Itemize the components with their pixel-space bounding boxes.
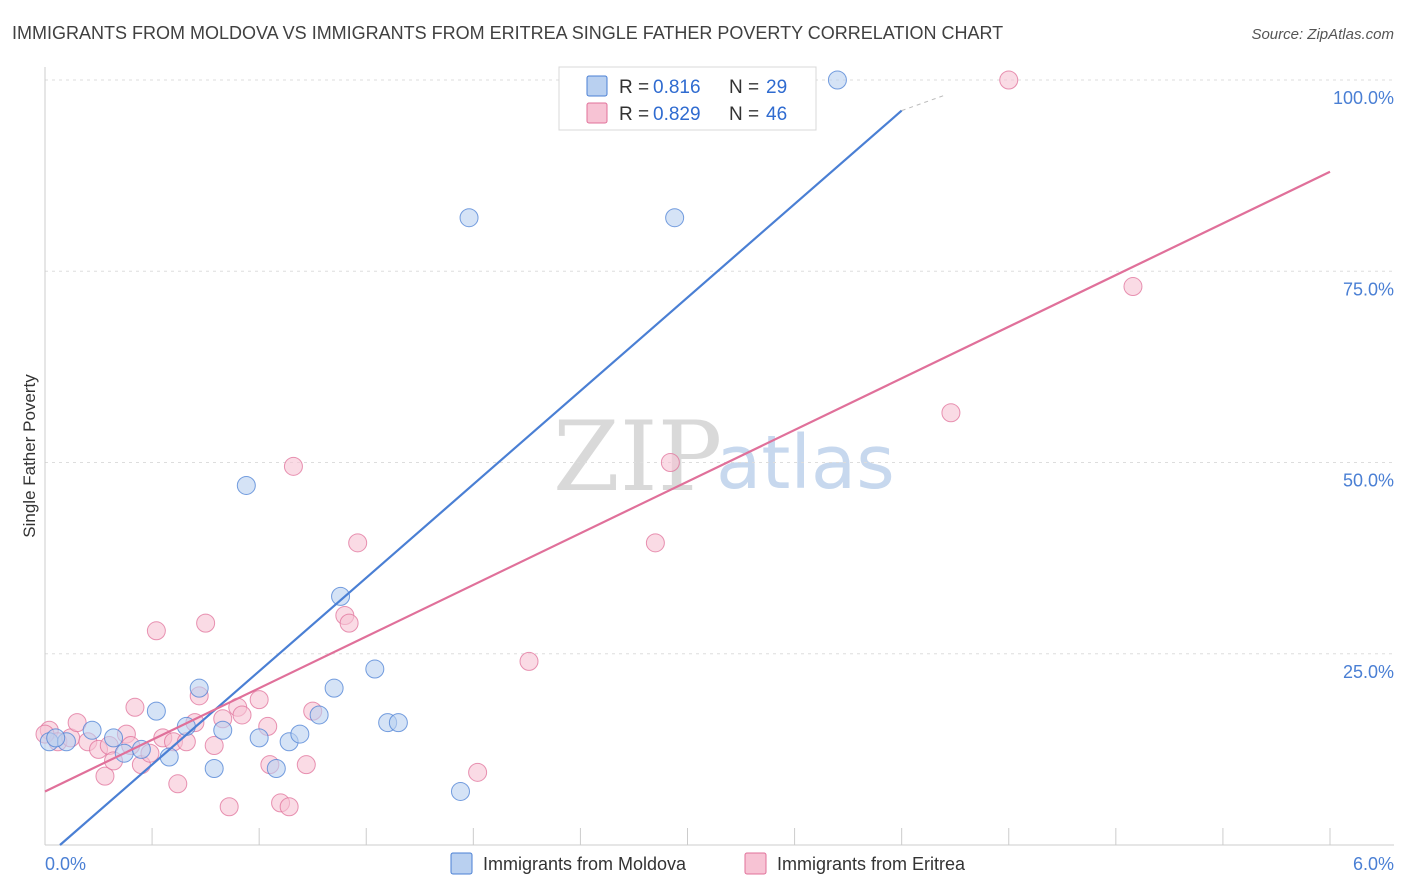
point-moldova-13: [249, 728, 269, 748]
top-legend-r-label-eritrea: R =: [619, 104, 649, 125]
point-eritrea-37: [468, 762, 488, 782]
point-moldova-19: [331, 586, 351, 606]
trendline-moldova: [59, 109, 903, 846]
top-legend-r-value-eritrea: 0.829: [653, 104, 701, 125]
point-moldova-10: [204, 759, 224, 778]
point-eritrea-32: [296, 755, 316, 775]
y-tick-label-25: 25.0%: [1343, 662, 1394, 682]
chart-source: Source: ZipAtlas.com: [1251, 26, 1394, 43]
y-tick-label-50: 50.0%: [1343, 471, 1394, 491]
bottom-legend-label-eritrea: Immigrants from Eritrea: [777, 854, 966, 874]
point-moldova-20: [365, 659, 385, 679]
point-eritrea-41: [941, 403, 961, 423]
chart-title: IMMIGRANTS FROM MOLDOVA VS IMMIGRANTS FR…: [12, 23, 1003, 43]
point-eritrea-38: [519, 651, 539, 671]
point-eritrea-36: [348, 533, 368, 553]
watermark-atlas: atlas: [716, 420, 895, 506]
point-eritrea-42: [999, 70, 1019, 90]
top-legend-swatch-moldova: [586, 75, 608, 97]
trendline-eritrea: [44, 170, 1331, 793]
point-eritrea-26: [249, 690, 269, 710]
bottom-legend-swatch-moldova: [450, 852, 473, 875]
bottom-legend-swatch-eritrea: [744, 852, 767, 875]
point-eritrea-10: [125, 697, 145, 717]
point-moldova-24: [459, 208, 479, 228]
point-moldova-9: [189, 678, 209, 698]
top-legend-swatch-eritrea: [586, 102, 608, 124]
point-eritrea-3: [67, 713, 87, 733]
y-tick-labels: 25.0% 50.0% 75.0% 100.0%: [1333, 88, 1394, 682]
point-moldova-12: [236, 475, 256, 495]
point-eritrea-25: [232, 705, 252, 725]
trendlines: [44, 94, 1331, 846]
bottom-legend: Immigrants from Moldova Immigrants from …: [450, 852, 966, 875]
top-legend-n-label-moldova: N =: [729, 77, 759, 98]
top-legend-n-label-eritrea: N =: [729, 104, 759, 125]
y-tick-label-75: 75.0%: [1343, 279, 1394, 299]
watermark: ZIP atlas: [553, 401, 895, 513]
point-moldova-14: [266, 759, 286, 778]
point-moldova-28: [46, 728, 66, 748]
point-moldova-25: [665, 208, 685, 228]
top-legend-r-value-moldova: 0.816: [653, 77, 701, 98]
top-legend: R = 0.816 N = 29 R = 0.829 N = 46: [558, 66, 817, 131]
watermark-zip: ZIP: [553, 401, 722, 513]
point-moldova-23: [450, 781, 470, 801]
point-eritrea-6: [95, 766, 115, 786]
top-legend-n-value-eritrea: 46: [766, 104, 787, 125]
point-eritrea-31: [283, 456, 303, 476]
top-legend-n-value-moldova: 29: [766, 77, 787, 98]
gridlines: [45, 79, 1394, 655]
point-eritrea-40: [660, 453, 680, 472]
point-eritrea-23: [219, 797, 239, 817]
point-moldova-27: [827, 70, 847, 90]
point-moldova-16: [290, 724, 310, 744]
point-moldova-22: [388, 713, 408, 733]
point-moldova-6: [146, 701, 166, 721]
point-eritrea-30: [279, 797, 299, 817]
point-moldova-17: [309, 705, 329, 725]
point-moldova-18: [324, 678, 344, 698]
axes: [44, 67, 1394, 846]
bottom-legend-label-moldova: Immigrants from Moldova: [483, 854, 687, 874]
x-ticks: [44, 828, 1331, 845]
top-legend-r-label-moldova: R =: [619, 77, 649, 98]
point-moldova-11: [213, 720, 233, 740]
point-eritrea-35: [339, 613, 359, 633]
point-eritrea-20: [196, 613, 216, 633]
y-tick-label-100: 100.0%: [1333, 88, 1394, 108]
point-moldova-2: [82, 720, 102, 740]
point-eritrea-21: [204, 736, 224, 756]
point-eritrea-43: [1123, 277, 1143, 297]
point-eritrea-39: [645, 533, 665, 553]
x-tick-label-start: 0.0%: [45, 854, 86, 874]
y-axis-label: Single Father Poverty: [20, 374, 39, 538]
point-moldova-3: [104, 728, 124, 748]
x-tick-label-end: 6.0%: [1353, 854, 1394, 874]
series-moldova-points: [39, 70, 847, 801]
trendline-extension-moldova: [901, 94, 945, 112]
point-eritrea-16: [168, 774, 188, 794]
point-eritrea-13: [146, 621, 166, 641]
